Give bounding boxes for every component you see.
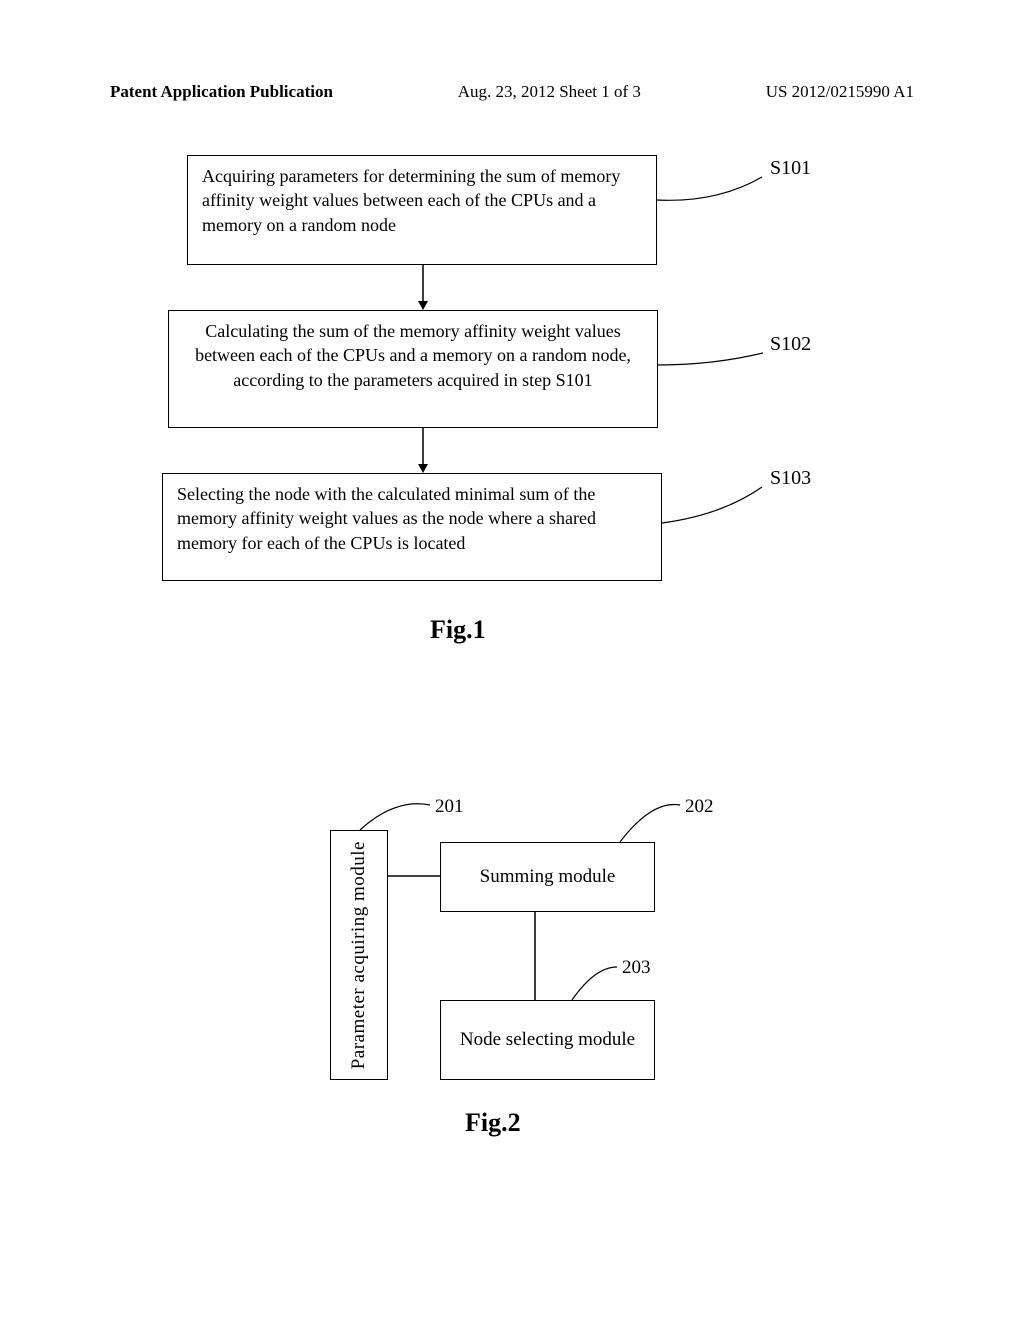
block-parameter-acquiring-text: Parameter acquiring module [348, 841, 370, 1069]
header-date-sheet: Aug. 23, 2012 Sheet 1 of 3 [458, 82, 641, 102]
block-summing-text: Summing module [480, 866, 616, 888]
header-publication: Patent Application Publication [110, 82, 333, 102]
header-pub-number: US 2012/0215990 A1 [766, 82, 914, 102]
flow-box-s101: Acquiring parameters for determining the… [187, 155, 657, 265]
leader-201 [355, 790, 440, 835]
leader-s102 [658, 335, 778, 385]
flow-arrow-1 [416, 265, 430, 311]
connector-summing-to-nodeselect [529, 912, 541, 1000]
leader-202 [612, 790, 692, 845]
flow-box-s102: Calculating the sum of the memory affini… [168, 310, 658, 428]
leader-s103 [662, 475, 782, 535]
flow-box-s103-text: Selecting the node with the calculated m… [177, 484, 596, 553]
flow-box-s103: Selecting the node with the calculated m… [162, 473, 662, 581]
flow-box-s102-text: Calculating the sum of the memory affini… [195, 321, 631, 390]
leader-203 [565, 955, 630, 1005]
leader-s101 [657, 155, 777, 215]
block-parameter-acquiring: Parameter acquiring module [330, 830, 388, 1080]
block-node-selecting-text: Node selecting module [460, 1029, 635, 1051]
flow-box-s101-text: Acquiring parameters for determining the… [202, 166, 620, 235]
figure-2-caption: Fig.2 [465, 1108, 521, 1138]
block-node-selecting: Node selecting module [440, 1000, 655, 1080]
block-summing: Summing module [440, 842, 655, 912]
flow-arrow-2 [416, 428, 430, 474]
figure-1-caption: Fig.1 [430, 615, 486, 645]
page-header: Patent Application Publication Aug. 23, … [0, 82, 1024, 102]
connector-param-to-summing [388, 870, 440, 882]
